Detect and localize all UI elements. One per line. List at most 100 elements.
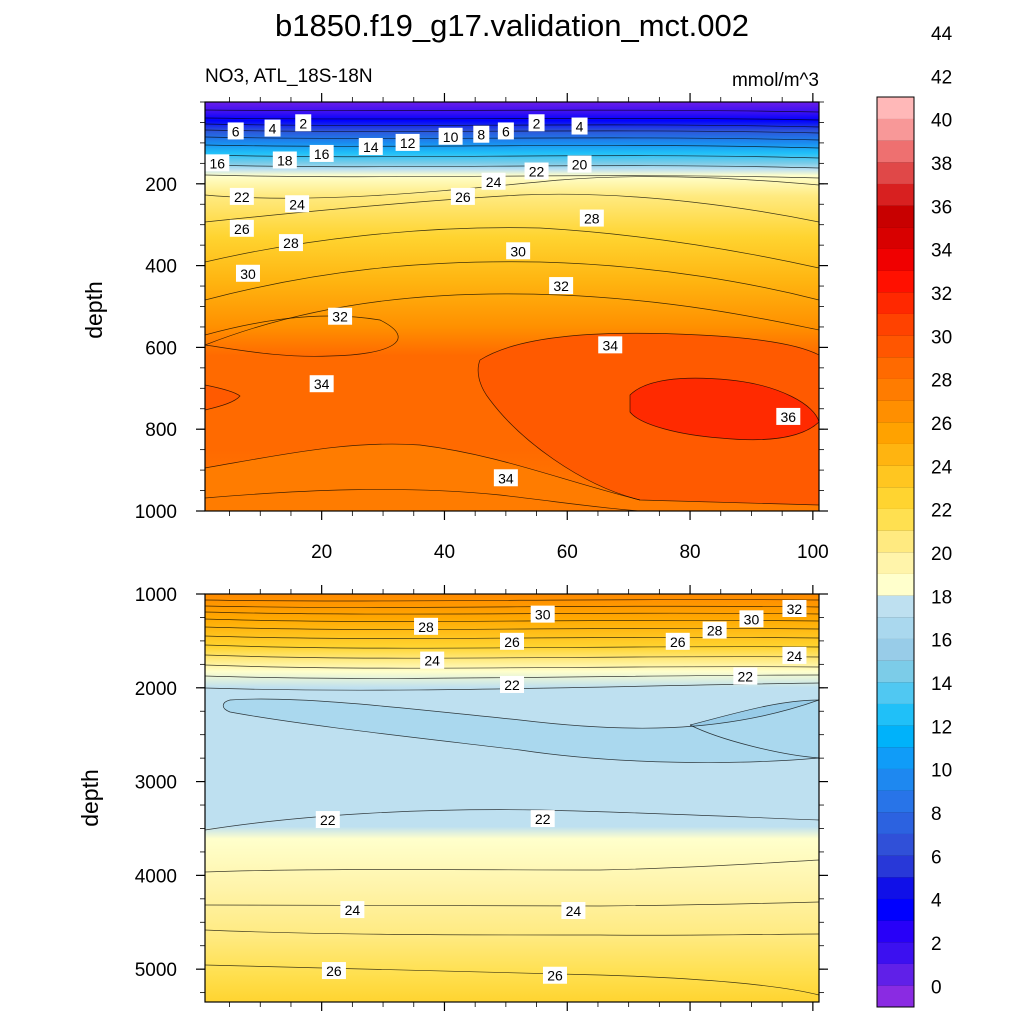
contour-label-box <box>782 600 807 618</box>
colorbar-swatch <box>877 292 914 314</box>
contour-label-text: 4 <box>576 119 584 135</box>
colorbar-label: 22 <box>931 501 952 522</box>
contour-label-text: 20 <box>572 157 588 173</box>
contour-label: 10 <box>438 127 463 145</box>
contour-label: 22 <box>315 811 340 829</box>
contour-label-text: 24 <box>289 196 305 212</box>
contour-label-box <box>235 264 260 282</box>
colorbar-swatch <box>877 963 914 986</box>
contour-label-text: 26 <box>670 634 686 650</box>
contour-label-box <box>264 119 281 137</box>
contour-label-box <box>414 617 439 635</box>
colorbar-label: 16 <box>931 631 952 652</box>
y-tick-label: 5000 <box>135 960 177 981</box>
contour-label: 22 <box>229 187 254 205</box>
colorbar-swatch <box>877 118 914 141</box>
contour-label: 24 <box>481 172 506 190</box>
y-tick-label: 4000 <box>135 866 177 887</box>
colorbar-label: 18 <box>931 587 952 608</box>
contour-label-box <box>598 336 623 354</box>
colorbar-swatch <box>877 140 914 163</box>
contour-label: 28 <box>579 209 604 227</box>
contour-label: 26 <box>450 187 475 205</box>
contour-label-box <box>285 195 310 213</box>
contour-label: 22 <box>733 667 758 685</box>
colorbar-swatch <box>877 855 914 878</box>
contour-label-text: 34 <box>314 376 330 392</box>
colorbar-swatch <box>877 985 914 1008</box>
upper-region-34-left <box>205 385 240 410</box>
upper-ylabel: depth <box>81 281 107 339</box>
contour-label-box <box>309 375 334 393</box>
contour-label-box <box>528 114 545 132</box>
contour-label-box <box>776 407 801 425</box>
contour-label-text: 28 <box>418 619 434 635</box>
contour-label-box <box>579 209 604 227</box>
contour-label-text: 26 <box>234 221 250 237</box>
lower-background-field <box>205 594 819 1002</box>
colorbar-swatch <box>877 617 914 639</box>
contour-label-text: 30 <box>535 607 551 623</box>
contour-label: 2 <box>528 114 545 132</box>
contour-label: 12 <box>395 133 420 151</box>
contour-label: 34 <box>309 375 334 393</box>
contour-label: 24 <box>561 902 586 920</box>
x-tick-label: 60 <box>557 542 578 563</box>
contour-label: 14 <box>358 137 383 155</box>
lower-axis-ticks: 1000 2000 3000 4000 5000 <box>135 585 828 1011</box>
contour-label: 28 <box>702 621 727 639</box>
contour-label-box <box>278 234 303 252</box>
contour-label-box <box>227 122 244 140</box>
colorbar-swatch <box>877 833 914 856</box>
colorbar-swatch <box>877 747 914 769</box>
y-tick-label: 2000 <box>135 679 177 700</box>
colorbar-swatch <box>877 357 914 379</box>
contour-label-box <box>295 114 312 132</box>
contour-label-text: 16 <box>209 155 225 171</box>
contour-label: 34 <box>598 336 623 354</box>
contour-label-text: 24 <box>566 903 582 919</box>
colorbar-swatch <box>877 270 914 293</box>
contour-label: 6 <box>227 122 244 140</box>
x-tick-label: 80 <box>679 542 700 563</box>
colorbar-swatch <box>877 443 914 466</box>
contour-label-text: 14 <box>363 139 379 155</box>
colorbar-label: 42 <box>931 67 952 88</box>
contour-label-text: 22 <box>320 812 336 828</box>
subtitle-left: NO3, ATL_18S-18N <box>205 66 373 87</box>
contour-label-box <box>395 133 420 151</box>
colorbar-swatch <box>877 552 914 574</box>
y-tick-label: 600 <box>145 338 177 359</box>
contour-label-text: 12 <box>400 135 416 151</box>
contour-label: 22 <box>500 675 524 693</box>
colorbar-swatch <box>877 920 914 943</box>
colorbar-frame <box>876 96 915 1008</box>
colorbar-swatch <box>877 313 914 336</box>
contour-label-text: 4 <box>269 121 277 137</box>
y-tick-label: 1000 <box>135 585 177 606</box>
contour-label: 28 <box>278 234 303 252</box>
contour-label: 26 <box>321 962 346 980</box>
colorbar-swatch <box>877 790 914 813</box>
colorbar-swatch <box>877 703 914 726</box>
contour-label-box <box>571 117 588 135</box>
contour-label-box <box>524 162 549 180</box>
contour-label-text: 6 <box>502 123 510 139</box>
colorbar-swatch <box>877 487 914 509</box>
contour-label-text: 6 <box>232 123 240 139</box>
contour-label-box <box>530 810 555 828</box>
contour-label-text: 30 <box>744 611 760 627</box>
contour-label-box <box>530 605 555 623</box>
colorbar-swatch <box>877 530 914 553</box>
x-tick-label: 100 <box>797 542 829 563</box>
contour-label-box <box>500 675 524 693</box>
contour-label-box <box>229 219 254 237</box>
colorbar-swatch <box>877 400 914 423</box>
subtitle-right: mmol/m^3 <box>732 70 819 91</box>
colorbar-label: 14 <box>931 674 953 695</box>
colorbar-swatch <box>877 898 914 921</box>
contour-label-text: 28 <box>707 623 723 639</box>
colorbar-label: 10 <box>931 761 952 782</box>
contour-label: 26 <box>542 966 567 984</box>
